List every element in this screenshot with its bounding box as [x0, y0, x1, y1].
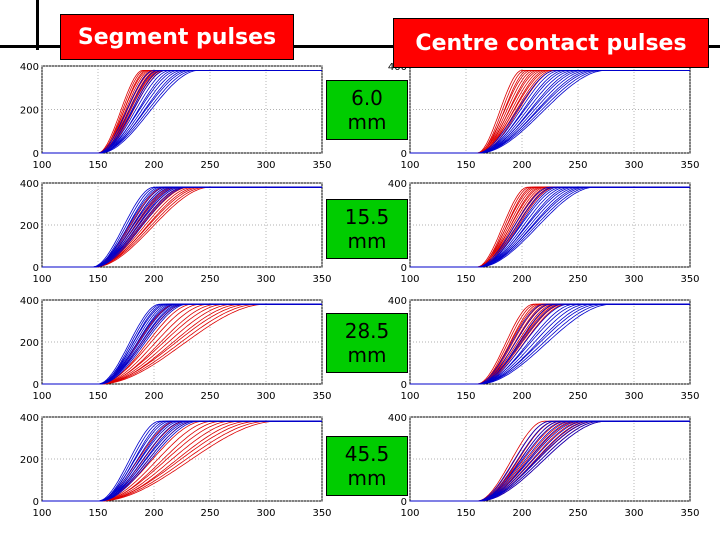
x-tick-label: 250	[568, 160, 587, 171]
x-tick-label: 300	[624, 391, 643, 402]
plot-frame	[409, 299, 691, 385]
x-tick-label: 100	[32, 160, 51, 171]
x-tick-label: 300	[256, 391, 275, 402]
x-tick-label: 350	[312, 508, 331, 519]
series-line-blue	[42, 186, 322, 268]
x-tick-label: 350	[680, 391, 699, 402]
x-tick-label: 100	[400, 274, 419, 285]
y-tick-label: 400	[388, 413, 407, 424]
y-tick-label: 200	[20, 338, 39, 349]
y-tick-label: 0	[401, 380, 407, 391]
x-tick-label: 200	[144, 274, 163, 285]
series-line-blue	[410, 420, 690, 502]
plot-frame	[41, 65, 323, 154]
y-tick-label: 200	[20, 455, 39, 466]
x-tick-label: 350	[312, 274, 331, 285]
series-line-blue	[42, 420, 322, 502]
y-tick-label: 0	[33, 263, 39, 274]
y-tick-label: 0	[33, 497, 39, 508]
x-tick-label: 250	[568, 274, 587, 285]
chart-seg-45.5: 100 150 200 250 300 350 0 200 400	[20, 413, 332, 519]
x-tick-label: 350	[312, 160, 331, 171]
centre-contact-pulses-title: Centre contact pulses	[393, 18, 709, 68]
x-tick-label: 250	[200, 160, 219, 171]
x-tick-label: 150	[456, 391, 475, 402]
plot-frame	[41, 299, 323, 385]
y-tick-label: 400	[388, 296, 407, 307]
y-tick-label: 0	[401, 149, 407, 160]
distance-label-4: 45.5 mm	[326, 436, 408, 496]
x-tick-label: 100	[32, 391, 51, 402]
segment-pulses-title: Segment pulses	[60, 14, 294, 60]
x-tick-label: 100	[32, 508, 51, 519]
x-tick-label: 250	[568, 508, 587, 519]
series-line-blue	[410, 70, 690, 154]
y-tick-label: 200	[20, 106, 39, 117]
x-tick-label: 300	[624, 160, 643, 171]
x-tick-label: 100	[400, 160, 419, 171]
x-tick-label: 200	[144, 508, 163, 519]
x-tick-label: 300	[256, 160, 275, 171]
distance-label-2: 15.5 mm	[326, 199, 408, 259]
plot-frame	[41, 416, 323, 502]
y-tick-label: 0	[401, 263, 407, 274]
x-tick-label: 300	[624, 274, 643, 285]
x-tick-label: 150	[88, 508, 107, 519]
divider-vertical	[36, 0, 39, 50]
y-tick-label: 400	[20, 62, 39, 73]
x-tick-label: 150	[88, 391, 107, 402]
series-line-blue	[42, 303, 322, 385]
plot-frame	[41, 182, 323, 268]
y-tick-label: 0	[33, 149, 39, 160]
y-tick-label: 200	[20, 221, 39, 232]
x-tick-label: 200	[512, 508, 531, 519]
y-tick-label: 400	[20, 296, 39, 307]
x-tick-label: 150	[88, 160, 107, 171]
x-tick-label: 200	[512, 391, 531, 402]
chart-seg-15.5: 100 150 200 250 300 350 0 200 400	[20, 179, 332, 285]
x-tick-label: 200	[144, 391, 163, 402]
x-tick-label: 250	[568, 391, 587, 402]
x-tick-label: 150	[456, 274, 475, 285]
distance-label-3: 28.5 mm	[326, 313, 408, 373]
divider-horizontal	[0, 45, 720, 48]
x-tick-label: 200	[512, 160, 531, 171]
x-tick-label: 300	[256, 274, 275, 285]
x-tick-label: 200	[512, 274, 531, 285]
series-line-blue	[410, 186, 690, 268]
x-tick-label: 300	[256, 508, 275, 519]
x-tick-label: 100	[400, 508, 419, 519]
x-tick-label: 100	[400, 391, 419, 402]
x-tick-label: 300	[624, 508, 643, 519]
x-tick-label: 150	[88, 274, 107, 285]
chart-seg-6.0: 100 150 200 250 300 350 0 200 400	[20, 62, 332, 171]
x-tick-label: 150	[456, 508, 475, 519]
x-tick-label: 250	[200, 508, 219, 519]
y-tick-label: 0	[401, 497, 407, 508]
x-tick-label: 250	[200, 274, 219, 285]
y-tick-label: 400	[20, 179, 39, 190]
chart-seg-28.5: 100 150 200 250 300 350 0 200 400	[20, 296, 332, 402]
y-tick-label: 0	[33, 380, 39, 391]
x-tick-label: 350	[312, 391, 331, 402]
x-tick-label: 250	[200, 391, 219, 402]
x-tick-label: 100	[32, 274, 51, 285]
y-tick-label: 400	[20, 413, 39, 424]
x-tick-label: 350	[680, 160, 699, 171]
x-tick-label: 200	[144, 160, 163, 171]
distance-label-1: 6.0 mm	[326, 80, 408, 140]
y-tick-label: 400	[388, 179, 407, 190]
x-tick-label: 350	[680, 274, 699, 285]
series-line-blue	[42, 70, 322, 154]
series-line-blue	[410, 303, 690, 385]
x-tick-label: 150	[456, 160, 475, 171]
x-tick-label: 350	[680, 508, 699, 519]
